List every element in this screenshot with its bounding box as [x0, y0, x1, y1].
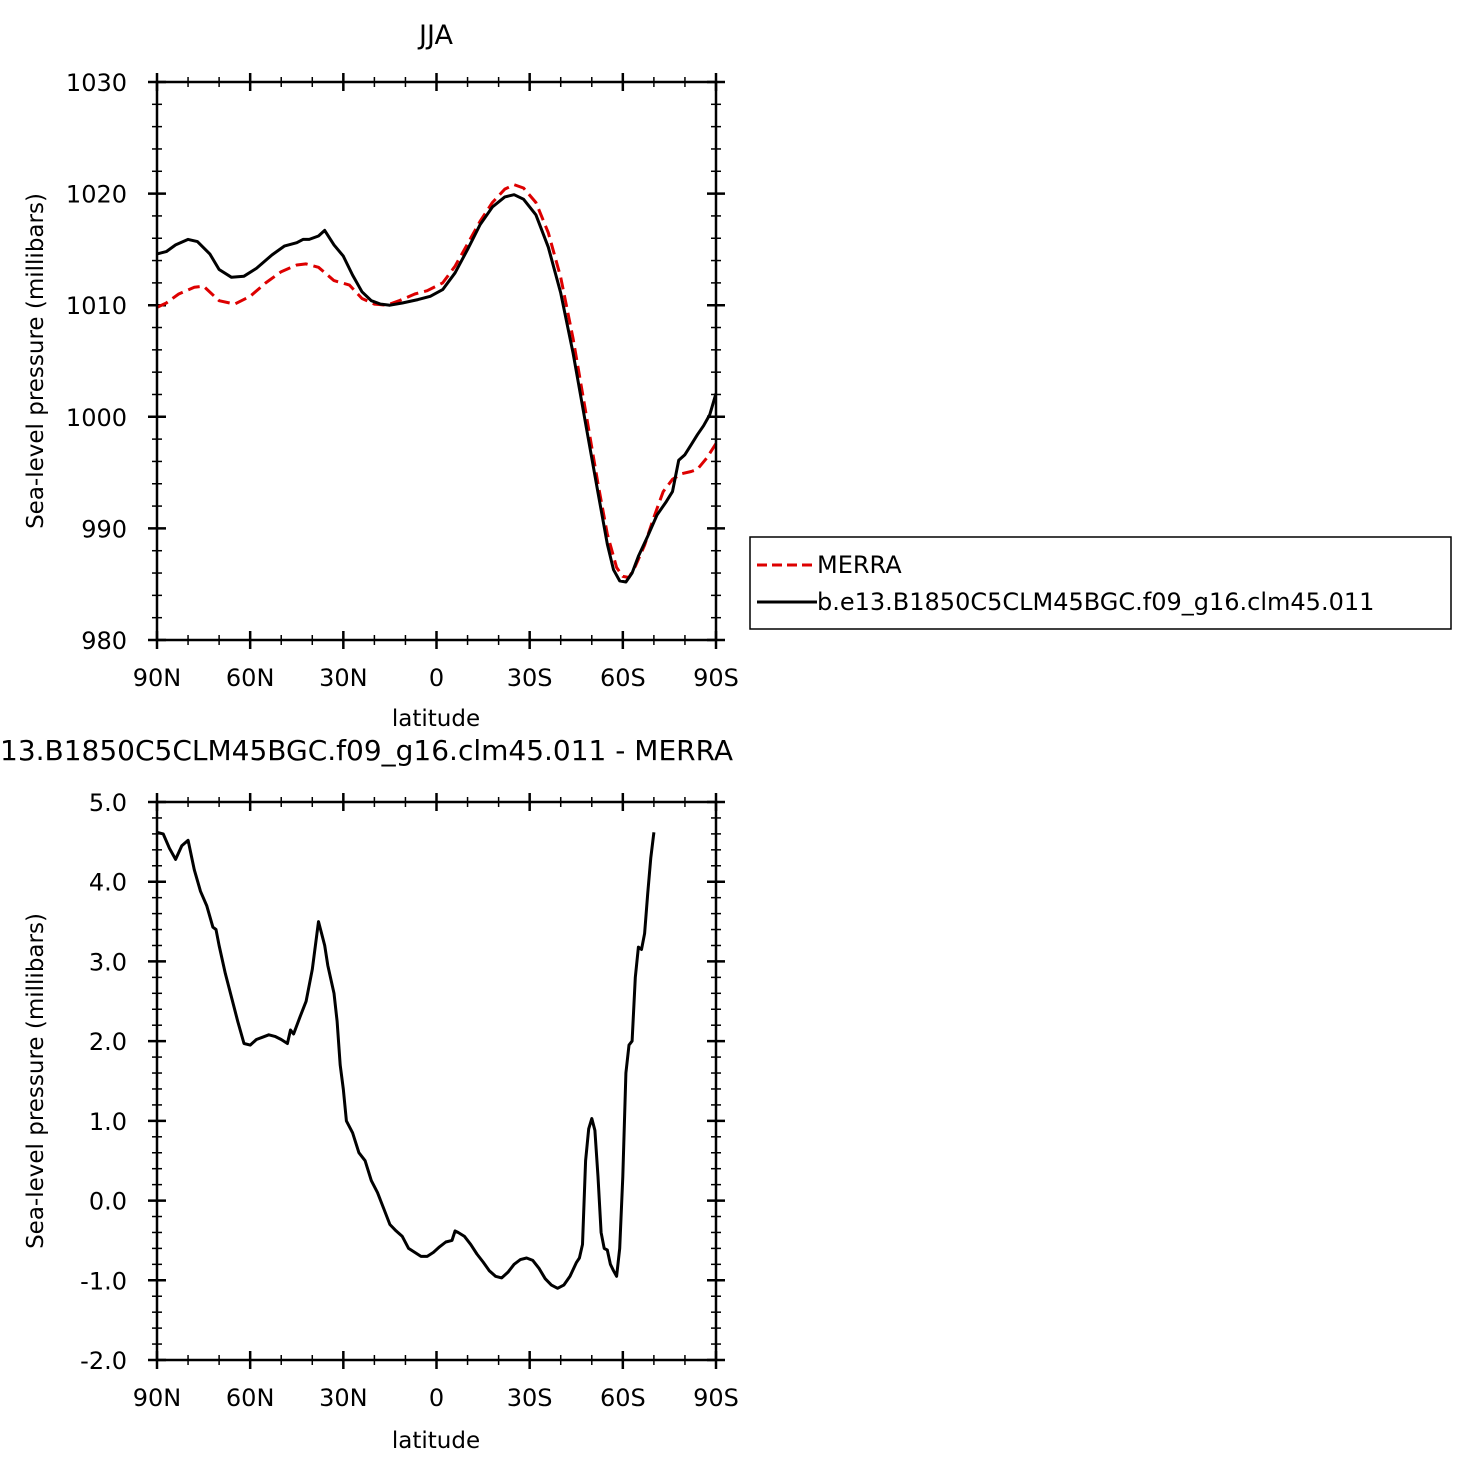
y-tick-label: 980: [81, 627, 127, 655]
y-tick-label: 1020: [66, 181, 127, 209]
x-tick-label: 90S: [693, 1384, 739, 1412]
y-tick-labels: 980 990 1000 1010 1020 1030: [66, 69, 127, 655]
y-tick-label: 3.0: [89, 948, 127, 976]
x-tick-label: 30S: [507, 1384, 553, 1412]
y-tick-label: 2.0: [89, 1028, 127, 1056]
x-tick-label: 30N: [319, 664, 368, 692]
y-axis-label: Sea-level pressure (millibars): [23, 193, 49, 529]
series-line-difference: [156, 830, 656, 1290]
legend-label-model: b.e13.B1850C5CLM45BGC.f09_g16.clm45.011: [817, 588, 1374, 616]
y-tick-label: 1.0: [89, 1108, 127, 1136]
y-tick-label: 4.0: [89, 869, 127, 897]
y-tick-label: 1010: [66, 292, 127, 320]
series-line-merra: [156, 183, 718, 579]
chart-title: JJA: [417, 20, 453, 51]
chart-title: 13.B1850C5CLM45BGC.f09_g16.clm45.011 - M…: [0, 734, 733, 767]
y-tick-labels: -2.0 -1.0 0.0 1.0 2.0 3.0 4.0 5.0: [80, 789, 127, 1375]
plot-frame: [155, 800, 718, 1362]
series-line-b-e13-b1850c5clm45bgc-f09-g16-clm45-011: [156, 193, 718, 584]
series-lines: [156, 183, 718, 584]
x-tick-label: 60S: [600, 664, 646, 692]
legend-label-merra: MERRA: [817, 551, 902, 579]
x-axis-label: latitude: [392, 706, 480, 732]
plot-frame: [155, 80, 718, 642]
x-tick-label: 30S: [507, 664, 553, 692]
x-tick-label: 30N: [319, 1384, 368, 1412]
x-tick-label: 60N: [226, 1384, 275, 1412]
x-tick-label: 0: [429, 664, 444, 692]
x-tick-label: 90N: [133, 1384, 182, 1412]
tick-marks: [148, 793, 725, 1369]
x-tick-label: 60N: [226, 664, 275, 692]
y-axis-label: Sea-level pressure (millibars): [23, 913, 49, 1249]
legend-box: [749, 536, 1452, 630]
series-lines: [156, 830, 656, 1290]
x-tick-label: 0: [429, 1384, 444, 1412]
legend: MERRA b.e13.B1850C5CLM45BGC.f09_g16.clm4…: [749, 536, 1452, 630]
difference-slp-chart: 13.B1850C5CLM45BGC.f09_g16.clm45.011 - M…: [0, 734, 739, 1454]
x-tick-labels: 90N 60N 30N 0 30S 60S 90S: [133, 664, 739, 692]
y-tick-label: 0.0: [89, 1188, 127, 1216]
y-tick-label: 990: [81, 515, 127, 543]
y-tick-label: 5.0: [89, 789, 127, 817]
y-tick-label: 1030: [66, 69, 127, 97]
x-axis-label: latitude: [392, 1428, 480, 1454]
jja-slp-chart: JJA 90N 60N 30N 0 30S 60S 90S 980 990 1000 1010 10…: [23, 20, 1452, 732]
y-tick-label: -2.0: [80, 1347, 127, 1375]
y-tick-label: 1000: [66, 404, 127, 432]
x-tick-label: 90S: [693, 664, 739, 692]
x-tick-label: 60S: [600, 1384, 646, 1412]
x-tick-labels: 90N 60N 30N 0 30S 60S 90S: [133, 1384, 739, 1412]
y-tick-label: -1.0: [80, 1267, 127, 1295]
x-tick-label: 90N: [133, 664, 182, 692]
